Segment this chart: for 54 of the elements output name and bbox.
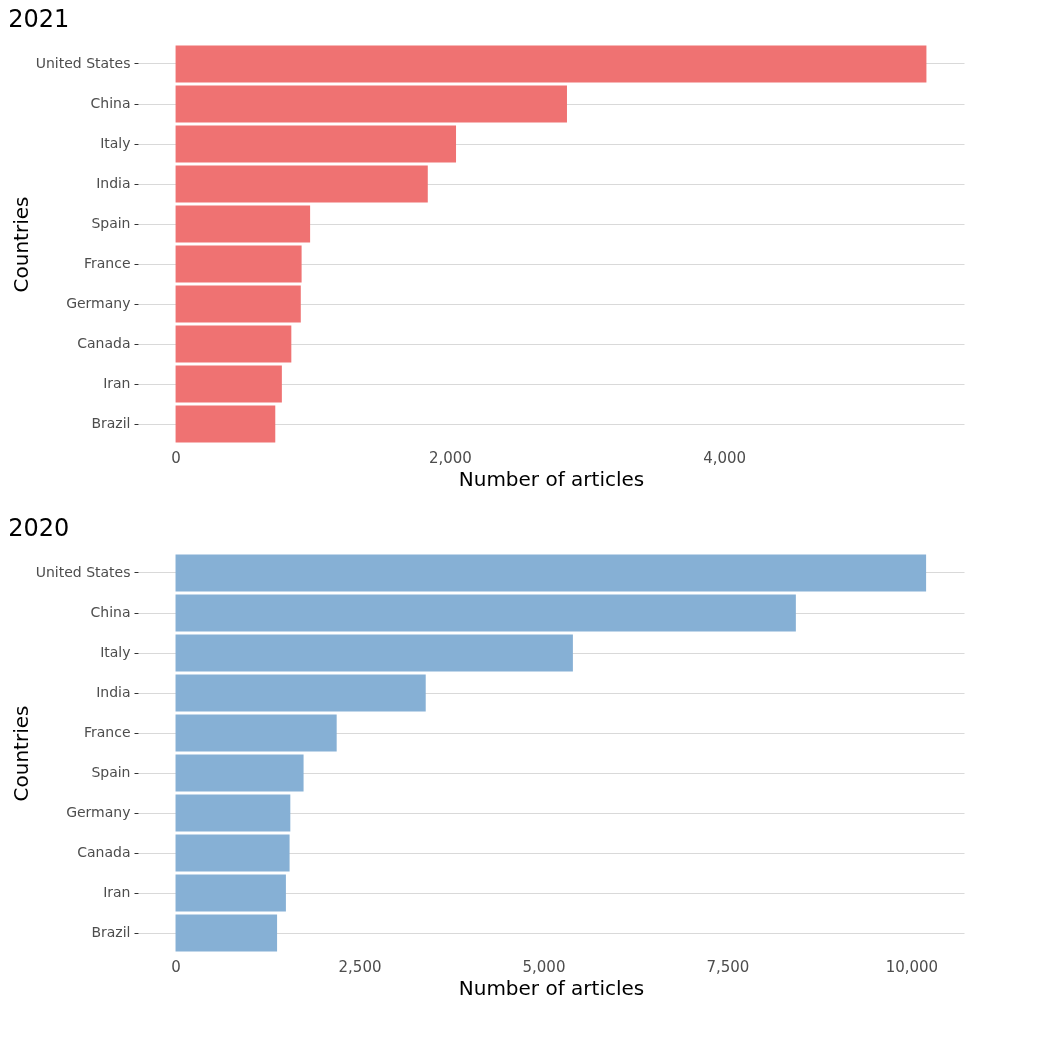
bar — [175, 914, 278, 952]
x-tick-label: 10,000 — [885, 957, 939, 976]
x-tick-label: 2,500 — [338, 957, 382, 976]
bar — [175, 714, 337, 752]
x-tick-label: 7,500 — [706, 957, 750, 976]
y-tick-label: United States — [35, 564, 131, 580]
y-tick-label: Italy — [100, 644, 131, 660]
x-axis-title: Number of articles — [458, 975, 645, 1000]
x-tick-label: 2,000 — [428, 448, 472, 467]
y-tick-label: Spain — [91, 215, 131, 231]
y-tick-label: Spain — [91, 764, 131, 780]
y-tick-label: Canada — [77, 844, 131, 860]
y-tick-label: France — [83, 255, 131, 271]
x-tick-label: 5,000 — [522, 957, 566, 976]
bar — [175, 594, 796, 632]
y-tick-label: Canada — [77, 335, 131, 351]
x-tick-label: 4,000 — [703, 448, 747, 467]
y-tick-label: China — [90, 95, 131, 111]
bar — [175, 674, 426, 712]
y-axis-title: Countries — [8, 705, 33, 802]
y-axis-title: Countries — [8, 196, 33, 293]
bar — [175, 634, 573, 672]
y-tick-label: Brazil — [91, 415, 131, 431]
bar — [175, 285, 301, 323]
y-tick-label: China — [90, 604, 131, 620]
y-tick-label: Italy — [100, 135, 131, 151]
bar — [175, 245, 302, 283]
bar — [175, 205, 311, 243]
bar — [175, 325, 292, 363]
bar — [175, 834, 290, 872]
y-tick-label: India — [96, 175, 131, 191]
y-tick-label: France — [83, 724, 131, 740]
chart-title: 2021 — [8, 5, 70, 33]
y-tick-label: Iran — [103, 884, 131, 900]
bar — [175, 365, 282, 403]
bar — [175, 405, 276, 443]
y-tick-label: India — [96, 684, 131, 700]
y-tick-label: Brazil — [91, 924, 131, 940]
y-tick-label: Germany — [66, 295, 131, 311]
bar — [175, 554, 927, 592]
bar — [175, 874, 286, 912]
y-tick-label: United States — [35, 55, 131, 71]
x-tick-label: 0 — [171, 448, 181, 467]
x-axis-title: Number of articles — [458, 466, 645, 491]
bar — [175, 45, 927, 83]
y-tick-label: Iran — [103, 375, 131, 391]
bar — [175, 125, 457, 163]
chart-title: 2020 — [8, 514, 70, 542]
bar — [175, 165, 428, 203]
bar — [175, 754, 304, 792]
y-tick-label: Germany — [66, 804, 131, 820]
bar — [175, 85, 567, 123]
bar — [175, 794, 291, 832]
x-tick-label: 0 — [171, 957, 181, 976]
